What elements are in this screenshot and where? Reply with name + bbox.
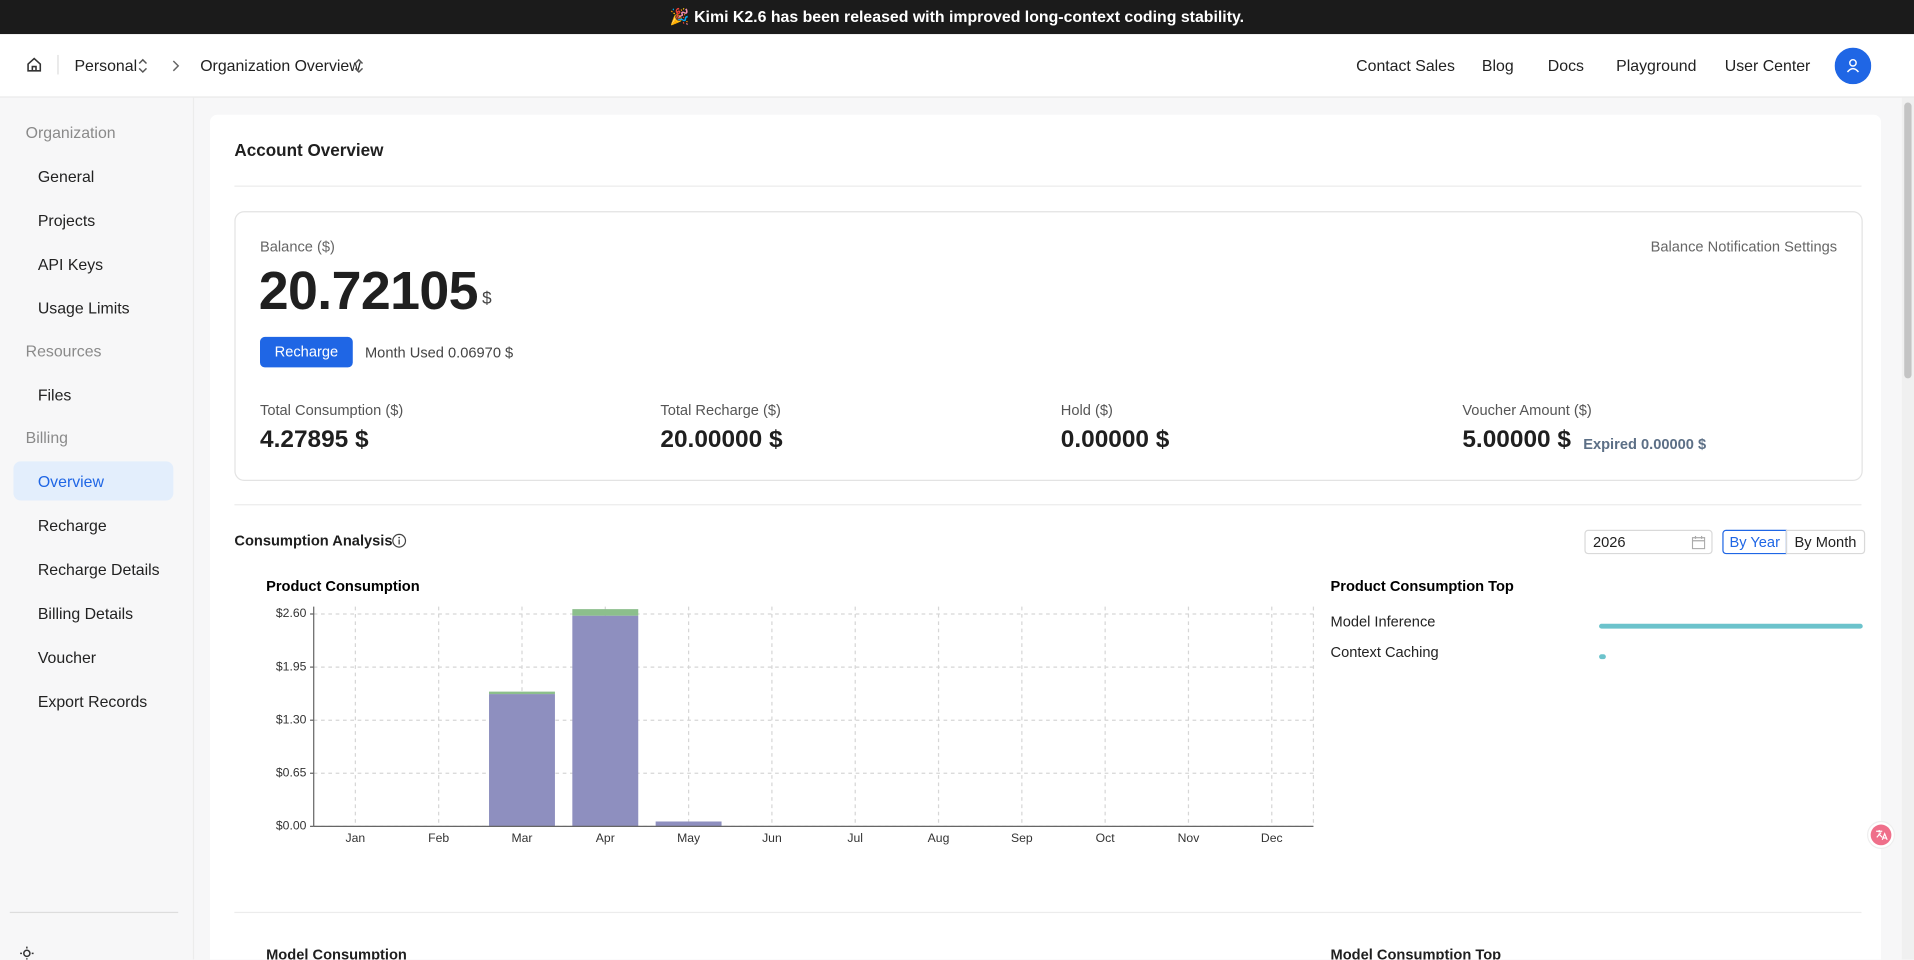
analysis-title: Consumption Analysis	[234, 532, 393, 550]
sidebar-item[interactable]: Recharge	[37, 516, 107, 535]
org-switcher[interactable]: Personal	[74, 56, 138, 75]
calendar-icon	[1691, 535, 1706, 550]
active-item-bg	[13, 461, 174, 501]
sidebar-item[interactable]: Usage Limits	[37, 299, 130, 318]
stat-value: 20.00000 $	[660, 426, 783, 453]
sidebar-divider	[9, 911, 179, 914]
nav-link[interactable]: User Center	[1724, 56, 1811, 75]
section-title: Account Overview	[234, 140, 384, 160]
chart-title: Product Consumption Top	[1331, 579, 1514, 595]
info-icon[interactable]	[392, 533, 407, 548]
recharge-button[interactable]: Recharge	[260, 336, 353, 368]
model-consumption-title: Model Consumption	[266, 946, 407, 960]
nav-link[interactable]: Docs	[1547, 56, 1584, 75]
balance-panel: Balance ($) Balance Notification Setting…	[234, 211, 1863, 481]
stat-label: Total Recharge ($)	[660, 401, 781, 419]
sidebar-item[interactable]: Export Records	[37, 692, 148, 711]
announcement-banner: 🎉 Kimi K2.6 has been released with impro…	[0, 0, 1914, 35]
sidebar-item[interactable]: General	[37, 167, 95, 186]
sidebar-item[interactable]: API Keys	[37, 255, 104, 274]
bar	[1599, 623, 1863, 629]
bar-segment	[489, 691, 555, 695]
bar-segment	[489, 694, 555, 827]
divider	[234, 911, 1862, 914]
x-tick-label: Sep	[1011, 831, 1033, 845]
x-tick-label: Dec	[1261, 831, 1283, 845]
mode-button[interactable]: By Year	[1722, 529, 1788, 555]
translate-button[interactable]	[1866, 820, 1896, 849]
divider	[234, 185, 1862, 187]
home-icon[interactable]	[26, 56, 43, 73]
nav-link[interactable]: Contact Sales	[1356, 56, 1455, 75]
sidebar-item[interactable]: Overview	[37, 472, 104, 491]
x-tick-label: Apr	[596, 831, 615, 845]
breadcrumb-chevron	[172, 60, 180, 72]
nav-link[interactable]: Blog	[1481, 56, 1514, 75]
balance-label: Balance ($)	[260, 238, 335, 256]
user-avatar[interactable]	[1834, 47, 1872, 85]
sidebar-group-title: Resources	[25, 341, 102, 361]
x-tick-label: May	[677, 831, 701, 845]
sidebar-item[interactable]: Voucher	[37, 648, 97, 667]
sidebar-item[interactable]: Recharge Details	[37, 560, 160, 579]
nav-link[interactable]: Playground	[1616, 56, 1697, 75]
category-label: Model Inference	[1331, 614, 1436, 630]
year-picker[interactable]: 2026	[1584, 529, 1713, 555]
sidebar-item[interactable]: Billing Details	[37, 604, 134, 623]
month-used: Month Used 0.06970 $	[364, 344, 514, 362]
stat-value: 5.00000 $	[1462, 426, 1571, 453]
sidebar-group-title: Organization	[25, 123, 116, 142]
x-tick-label: Jan	[346, 831, 366, 845]
y-tick-label: $1.95	[276, 659, 307, 673]
x-tick-label: Mar	[511, 831, 532, 845]
mode-button[interactable]: By Month	[1785, 529, 1866, 555]
switch-icon	[354, 58, 364, 74]
balance-unit: $	[482, 288, 492, 308]
separator	[57, 54, 59, 75]
model-consumption-top-title: Model Consumption Top	[1330, 946, 1502, 960]
scroll-thumb[interactable]	[1904, 102, 1912, 379]
stat-label: Total Consumption ($)	[260, 401, 404, 419]
product-consumption-top: Product Consumption Top Model Inference Co…	[1331, 579, 1863, 661]
content-card: Account Overview Balance ($) Balance Not…	[209, 114, 1882, 960]
stat-note: Expired 0.00000 $	[1583, 435, 1707, 453]
bar	[1599, 654, 1606, 660]
category-label: Context Caching	[1331, 645, 1439, 661]
divider	[234, 504, 1862, 506]
page-switcher[interactable]: Organization Overview	[200, 56, 361, 75]
x-tick-label: Jul	[847, 831, 863, 845]
x-tick-label: Oct	[1096, 831, 1116, 845]
sidebar-group-title: Billing	[25, 428, 68, 447]
chart-title: Product Consumption	[266, 579, 420, 595]
stat-value: 0.00000 $	[1060, 426, 1170, 453]
y-tick-label: $1.30	[276, 712, 307, 726]
sidebar-item[interactable]: Files	[37, 385, 72, 405]
x-tick-label: Jun	[762, 831, 782, 845]
notification-settings-link[interactable]: Balance Notification Settings	[1650, 238, 1838, 256]
x-tick-label: Aug	[928, 831, 950, 845]
year-value: 2026	[1592, 533, 1626, 551]
y-tick-label: $2.60	[276, 606, 307, 620]
bar-segment	[572, 615, 639, 827]
x-tick-label: Nov	[1178, 831, 1201, 845]
top-header: Personal Organization Overview Contact S…	[0, 34, 1914, 98]
stat-label: Hold ($)	[1060, 401, 1113, 419]
theme-toggle[interactable]	[20, 946, 35, 960]
switch-icon	[138, 58, 147, 74]
balance-value: 20.72105	[258, 261, 479, 322]
y-tick-label: $0.00	[276, 819, 307, 833]
stat-value: 4.27895 $	[260, 426, 369, 453]
sidebar-item[interactable]: Projects	[37, 211, 96, 230]
stat-label: Voucher Amount ($)	[1462, 401, 1592, 419]
bar-segment	[572, 609, 639, 616]
product-consumption-chart: Product Consumption $0.00 $0.65 $1.30 $1.95 $…	[266, 579, 1315, 845]
x-tick-label: Feb	[428, 831, 449, 845]
sidebar: Organization General Projects API Keys Usage…	[0, 97, 195, 960]
bar-segment	[655, 821, 722, 827]
y-tick-label: $0.65	[276, 766, 307, 780]
scrollbar[interactable]	[1901, 97, 1914, 960]
